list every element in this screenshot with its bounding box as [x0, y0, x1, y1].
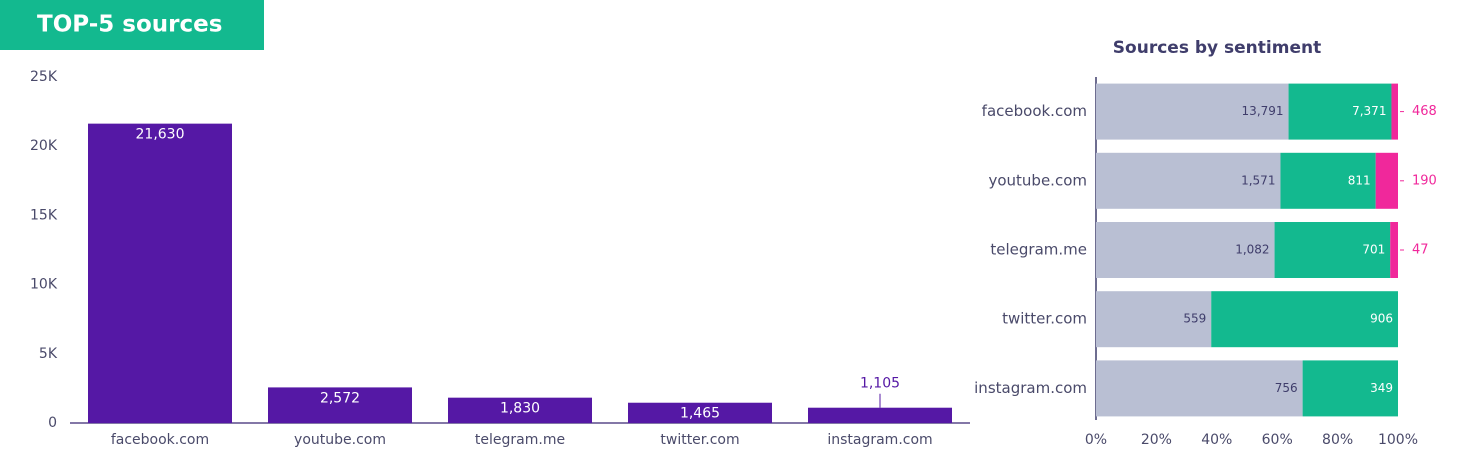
x-tick-label: 60%	[1262, 432, 1293, 448]
x-tick-label: youtube.com	[294, 432, 386, 448]
bar	[808, 407, 952, 423]
x-tick-label: 0%	[1085, 432, 1107, 448]
bar-segment	[1096, 360, 1303, 417]
header-box	[0, 0, 264, 50]
x-tick-label: 20%	[1141, 432, 1172, 448]
x-tick-label: 80%	[1322, 432, 1353, 448]
bar-segment	[1280, 152, 1376, 209]
bar-segment	[1096, 222, 1275, 278]
y-tick-label: youtube.com	[988, 171, 1087, 189]
x-tick-label: facebook.com	[111, 432, 209, 448]
y-tick-label: telegram.me	[990, 241, 1087, 259]
bar-segment	[1274, 222, 1391, 278]
x-tick-label: 100%	[1378, 432, 1418, 448]
bar-segment	[1302, 360, 1398, 417]
y-tick-label: instagram.com	[974, 379, 1087, 397]
value-label: 1,082	[1235, 243, 1269, 257]
value-label: 559	[1183, 312, 1206, 326]
y-tick-label: 15K	[30, 207, 58, 223]
value-label: 13,791	[1242, 104, 1284, 118]
value-label: 1,465	[680, 406, 720, 422]
bar-segment	[1096, 83, 1289, 140]
x-tick-label: twitter.com	[660, 432, 739, 448]
bar-segment	[1096, 152, 1281, 209]
x-tick-label: telegram.me	[475, 432, 565, 448]
bar-segment	[1390, 222, 1398, 278]
x-tick-label: instagram.com	[827, 432, 932, 448]
value-label: 190	[1412, 173, 1437, 188]
bar-segment	[1288, 83, 1392, 140]
value-label: 349	[1370, 381, 1393, 395]
value-label: 21,630	[136, 127, 185, 143]
value-label: 468	[1412, 104, 1437, 119]
y-tick-label: 20K	[30, 138, 58, 154]
value-label: 47	[1412, 243, 1429, 258]
value-label: 1,571	[1241, 173, 1275, 187]
value-label: 2,572	[320, 390, 360, 406]
x-tick-label: 40%	[1201, 432, 1232, 448]
value-label: 701	[1362, 243, 1385, 257]
bar-segment	[1096, 291, 1212, 348]
bar	[628, 402, 772, 423]
chart-title: TOP-5 sources	[37, 12, 222, 38]
bar	[268, 387, 412, 423]
value-label: 906	[1370, 312, 1393, 326]
y-tick-label: 25K	[30, 69, 58, 85]
y-tick-label: 5K	[39, 346, 58, 362]
value-label: 7,371	[1352, 104, 1386, 118]
y-tick-label: facebook.com	[982, 102, 1087, 120]
bar-segment	[1375, 152, 1398, 209]
bar	[448, 397, 592, 423]
bar-segment	[1211, 291, 1398, 348]
bar	[88, 123, 232, 423]
y-tick-label: 0	[48, 415, 57, 431]
value-label: 1,105	[860, 376, 900, 392]
y-tick-label: 10K	[30, 277, 58, 293]
value-label: 811	[1348, 173, 1371, 187]
chart-title: Sources by sentiment	[1113, 38, 1321, 58]
value-label: 1,830	[500, 401, 540, 417]
y-tick-label: twitter.com	[1002, 310, 1087, 328]
value-label: 756	[1275, 381, 1298, 395]
bar-segment	[1391, 83, 1398, 140]
